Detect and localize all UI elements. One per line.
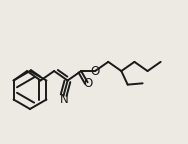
Text: O: O xyxy=(90,65,100,77)
Text: O: O xyxy=(83,77,92,90)
Text: N: N xyxy=(60,93,69,106)
